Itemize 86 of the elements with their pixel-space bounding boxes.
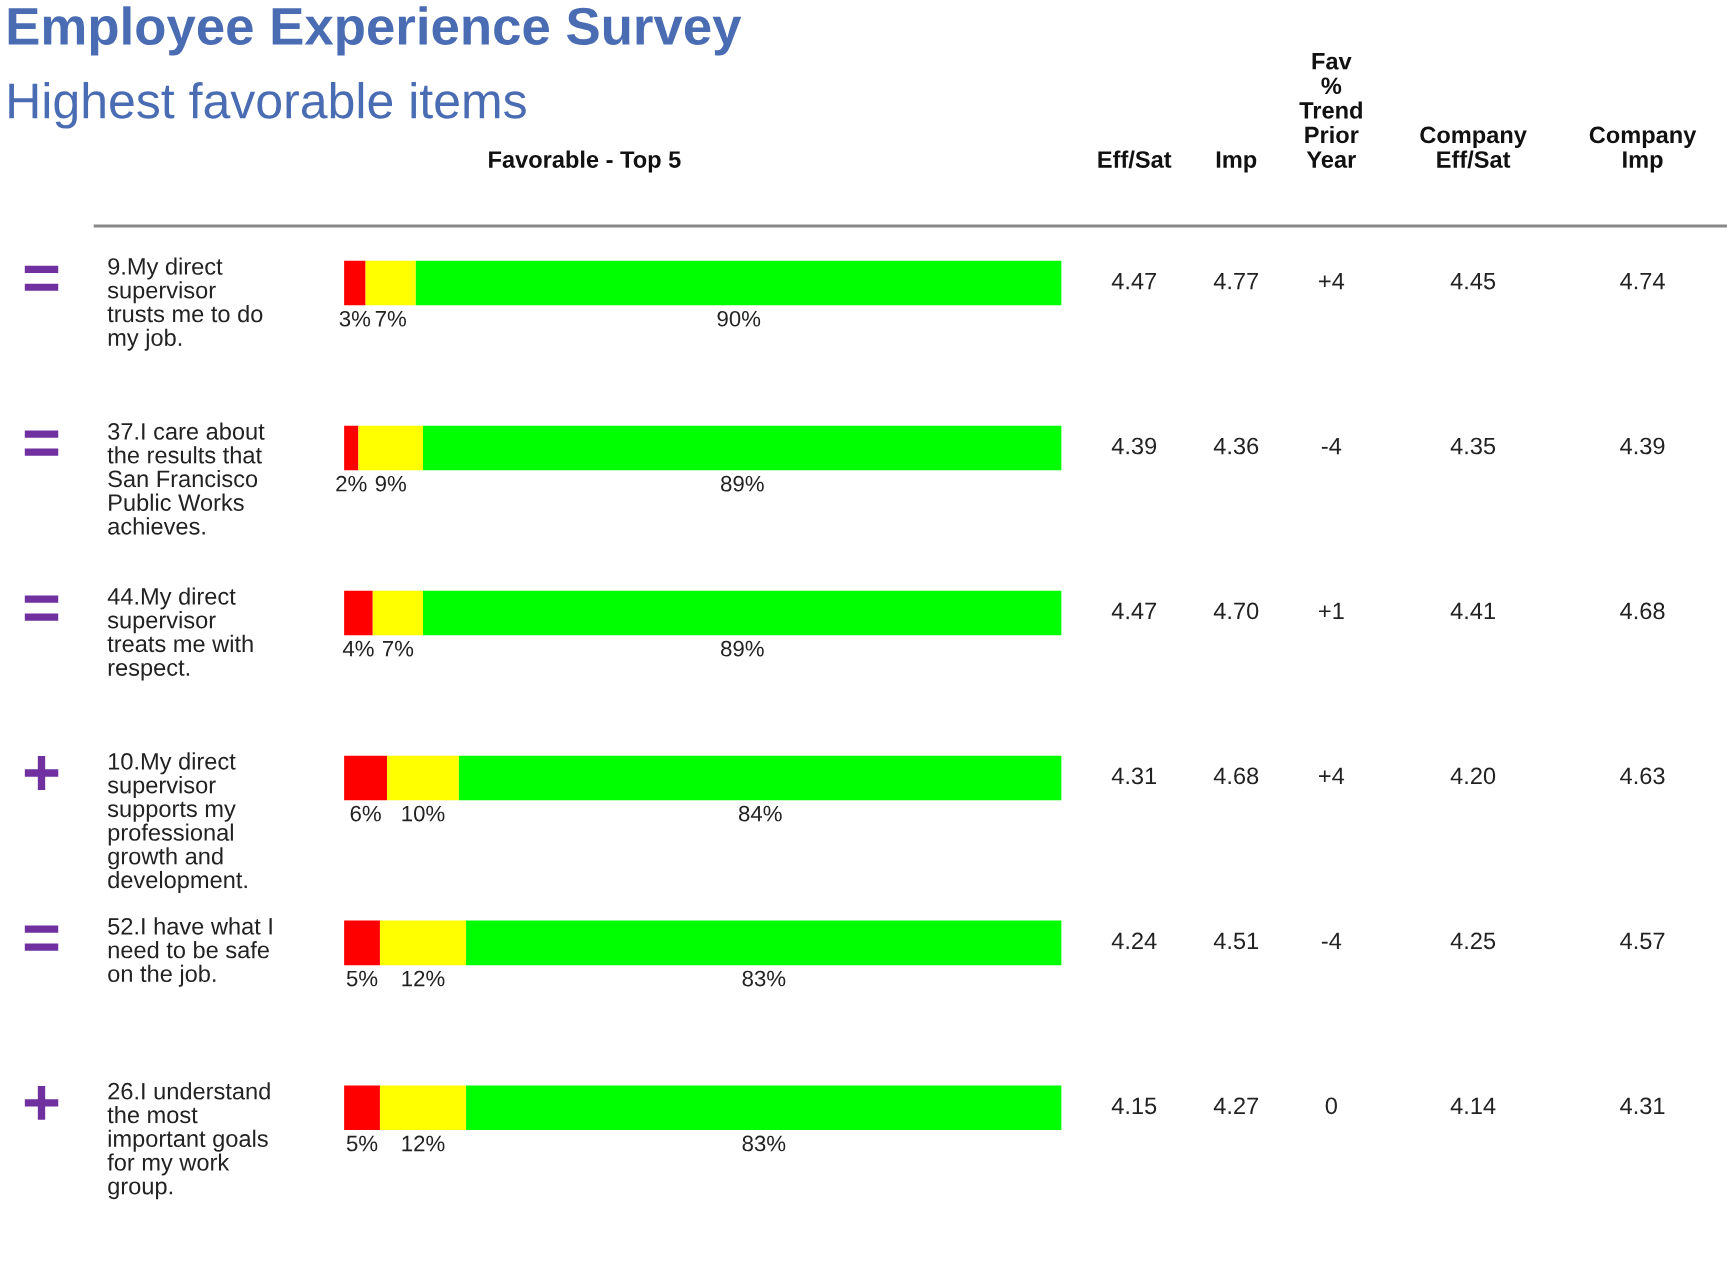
text: 4.39	[1620, 437, 1665, 455]
text: 4.35	[1450, 437, 1496, 455]
bar	[344, 425, 359, 471]
text: Company Imp	[1589, 126, 1697, 173]
text: Imp	[1216, 151, 1257, 173]
text: 4.24	[1111, 932, 1157, 949]
text: =	[24, 430, 59, 456]
bar	[379, 920, 467, 966]
bar	[387, 755, 459, 801]
chart-subtitle: Highest favorable items	[9, 81, 526, 129]
text: 4.47	[1111, 272, 1157, 290]
text: 4.15	[1111, 1097, 1157, 1115]
data-label: 5%	[346, 970, 378, 987]
data-label: 90%	[717, 310, 761, 327]
text: +1	[1319, 602, 1344, 620]
y-tick-label: 26.I understand the most important goals for my work group.	[107, 1082, 270, 1200]
text: 4.25	[1450, 932, 1496, 950]
y-tick-label: 44.My direct supervisor treats me with respect.	[107, 587, 253, 681]
data-label: 7%	[375, 310, 406, 327]
bar	[415, 260, 1062, 306]
text: 4.57	[1620, 932, 1665, 950]
bar	[423, 425, 1062, 471]
bar	[379, 1085, 467, 1131]
bar	[344, 755, 388, 801]
data-label: 9%	[375, 475, 406, 492]
bar	[466, 920, 1062, 966]
text: +	[24, 756, 59, 790]
text: 0	[1325, 1097, 1337, 1115]
text: Company Eff/Sat	[1420, 126, 1527, 169]
bar	[466, 1085, 1062, 1131]
text: 4.39	[1111, 437, 1157, 455]
data-label: 2%	[336, 475, 367, 492]
text: 4.77	[1213, 272, 1259, 290]
text: 4.36	[1213, 437, 1259, 455]
text: 4.31	[1111, 767, 1157, 785]
text: 4.27	[1213, 1097, 1259, 1114]
text: Eff/Sat	[1098, 150, 1172, 169]
data-label: 89%	[721, 640, 764, 657]
text: 4.70	[1213, 602, 1259, 620]
text: 4.68	[1620, 602, 1665, 620]
bar	[344, 920, 380, 966]
data-label: 83%	[742, 1135, 786, 1152]
bar	[458, 755, 1062, 801]
data-label: 7%	[382, 640, 414, 657]
text: 4.31	[1620, 1097, 1665, 1115]
bar	[344, 590, 373, 636]
bar	[423, 590, 1062, 636]
text: 4.14	[1450, 1097, 1496, 1114]
bar	[344, 260, 366, 306]
text: 4.63	[1620, 767, 1665, 785]
text: =	[24, 265, 59, 291]
data-label: 83%	[742, 970, 786, 987]
text: Fav % Trend Prior Year	[1299, 53, 1362, 168]
text: 4.45	[1450, 272, 1496, 290]
text: +4	[1319, 272, 1345, 290]
text: 4.41	[1450, 602, 1495, 620]
y-tick-label: 52.I have what I need to be safe on the job.	[108, 917, 272, 987]
data-label: 89%	[721, 475, 764, 492]
y-tick-label: 10.My direct supervisor supports my professional growth and development.	[107, 752, 247, 893]
bar	[365, 260, 416, 306]
data-label: 12%	[402, 1135, 445, 1152]
text: =	[24, 925, 59, 951]
data-label: 6%	[350, 805, 381, 822]
bar	[344, 1085, 380, 1131]
y-tick-label: 37.I care about the results that San Francisco Public Works achieves.	[107, 422, 265, 535]
chart-title: Employee Experience Survey	[8, 6, 742, 56]
bar	[358, 425, 423, 471]
text: Favorable - Top 5	[489, 150, 681, 173]
data-label: 84%	[738, 805, 782, 822]
data-label: 3%	[339, 310, 371, 327]
text: -4	[1321, 437, 1342, 455]
data-label: 5%	[346, 1135, 378, 1152]
text: =	[24, 595, 59, 621]
text: 4.51	[1213, 932, 1259, 950]
text: 4.20	[1450, 767, 1496, 785]
text: +4	[1319, 767, 1345, 785]
text: -4	[1321, 932, 1342, 949]
bar	[372, 590, 423, 636]
data-label: 12%	[402, 970, 445, 987]
data-label: 10%	[402, 805, 445, 822]
text: 4.47	[1111, 602, 1157, 620]
text: 4.74	[1620, 272, 1665, 290]
text: 4.68	[1213, 767, 1259, 785]
y-tick-label: 9.My direct supervisor trusts me to do my job.	[107, 257, 263, 351]
data-label: 4%	[342, 640, 374, 657]
text: +	[24, 1085, 59, 1120]
